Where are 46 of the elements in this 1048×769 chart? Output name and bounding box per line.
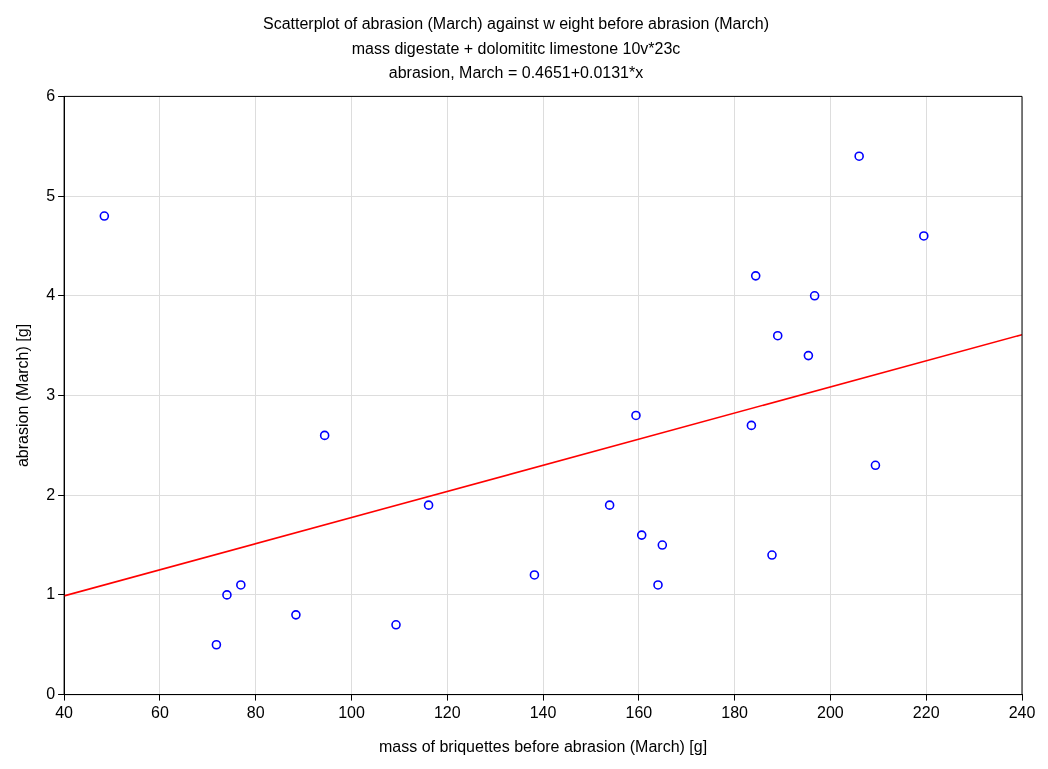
point	[604, 500, 615, 510]
x-tick-label: 140	[529, 703, 557, 721]
point	[750, 271, 761, 281]
point	[803, 350, 814, 361]
point	[291, 610, 301, 620]
point	[854, 151, 864, 162]
x-tick-label: 200	[817, 703, 844, 721]
point	[746, 420, 757, 431]
x-tick-label: 100	[338, 703, 365, 721]
text: abrasion, March = 0.4651+0.0131*x	[388, 64, 644, 82]
point	[319, 430, 330, 441]
chart-title: Scatterplot of abrasion (March) against w eight before abrasion (March)	[262, 14, 770, 32]
y-axis-title: abrasion (March) [g]	[14, 323, 32, 468]
point	[653, 580, 663, 590]
point	[222, 590, 232, 600]
y-tick-label: 1	[46, 585, 56, 603]
point	[423, 500, 434, 510]
point	[809, 291, 820, 301]
x-tick-label: 180	[721, 703, 749, 721]
x-tick-label: 160	[625, 703, 653, 721]
y-tick-label: 2	[46, 485, 56, 503]
point	[529, 570, 540, 580]
point	[636, 530, 647, 540]
x-tick-label: 40	[55, 703, 74, 721]
point	[211, 639, 222, 650]
point	[236, 580, 246, 590]
y-tick-label: 4	[46, 286, 56, 304]
x-tick-label: 220	[912, 703, 940, 721]
point	[767, 550, 777, 560]
y-tick-label: 5	[46, 186, 56, 204]
x-tick-label: 240	[1008, 703, 1036, 721]
y-tick-label: 3	[46, 385, 56, 403]
point	[99, 211, 110, 221]
x-tick-label: 60	[150, 703, 169, 721]
point	[870, 460, 881, 471]
point	[772, 330, 783, 341]
x-tick-label: 120	[433, 703, 461, 721]
x-tick-label: 80	[246, 703, 265, 721]
point	[657, 540, 668, 550]
y-tick-label: 0	[46, 685, 56, 703]
chart-subtitle: mass digestate + dolomititc limestone 10v*23c	[351, 39, 681, 57]
y-tick-label: 6	[46, 86, 56, 104]
x-axis-title: mass of briquettes before abrasion (March) [g]	[378, 737, 708, 755]
point	[631, 410, 641, 421]
point	[391, 620, 401, 630]
point	[919, 231, 929, 241]
